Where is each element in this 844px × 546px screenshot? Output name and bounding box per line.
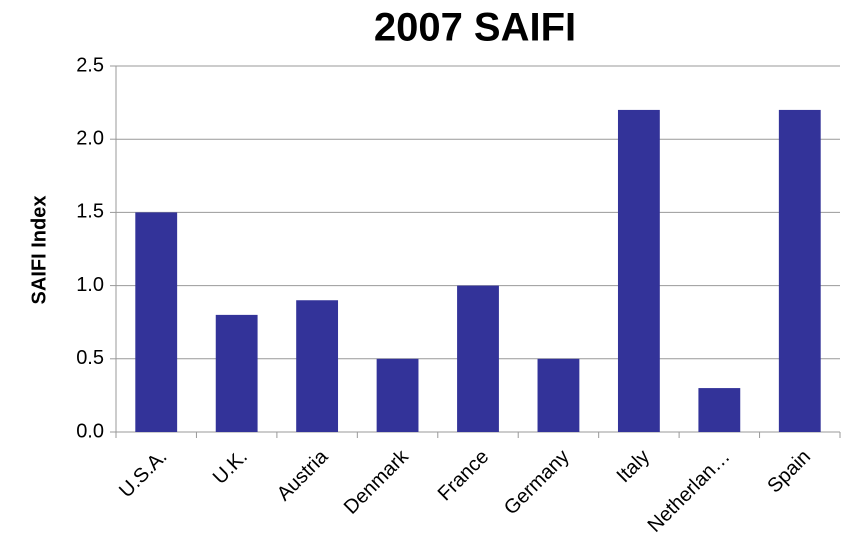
chart-title: 2007 SAIFI	[374, 6, 576, 50]
bar	[778, 109, 821, 433]
bar	[135, 212, 178, 432]
x-tick-label: France	[434, 446, 494, 506]
y-tick-label: 2.5	[76, 54, 104, 76]
y-axis-label: SAIFI Index	[28, 196, 50, 305]
bar	[457, 285, 499, 432]
bar	[376, 358, 419, 432]
y-tick-label: 2.0	[76, 127, 104, 149]
bar	[296, 300, 339, 432]
bar	[617, 109, 660, 433]
y-tick-label: 0.5	[76, 347, 104, 369]
x-tick-label: U.S.A.	[115, 446, 171, 502]
bar	[537, 358, 580, 432]
bar	[215, 314, 258, 432]
y-tick-label: 1.5	[76, 201, 104, 223]
x-tick-label: U.K.	[209, 446, 252, 489]
x-tick-label: Austria	[273, 445, 333, 505]
x-tick-label: Italy	[613, 446, 654, 487]
y-tick-label: 0.0	[76, 420, 104, 442]
x-tick-label: Netherlan…	[644, 446, 735, 537]
x-tick-label: Germany	[500, 446, 574, 520]
x-tick-label: Spain	[763, 446, 815, 498]
bar	[698, 388, 741, 432]
x-tick-label: Denmark	[340, 445, 414, 519]
y-tick-label: 1.0	[76, 274, 104, 296]
